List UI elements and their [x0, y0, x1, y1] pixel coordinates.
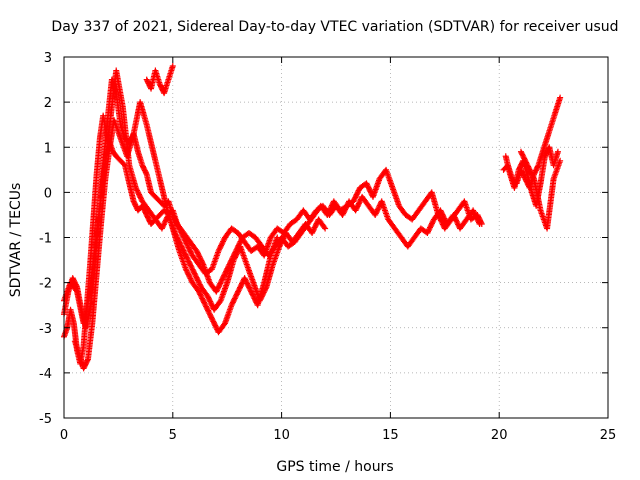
series-trace-8	[517, 148, 564, 232]
data-marks	[71, 99, 281, 372]
y-tick-label: 0	[44, 186, 52, 201]
x-tick-label: 0	[60, 428, 68, 443]
y-tick-label: -5	[39, 412, 52, 427]
y-tick-label: -4	[39, 367, 52, 382]
series-trace-4	[71, 99, 281, 372]
x-tick-label: 15	[382, 428, 399, 443]
x-tick-label: 10	[273, 428, 290, 443]
data-marks	[143, 63, 176, 97]
series-trace-5	[143, 63, 176, 97]
y-tick-label: -1	[39, 232, 52, 247]
x-tick-label: 25	[600, 428, 617, 443]
y-tick-label: -3	[39, 322, 52, 337]
y-tick-label: 3	[44, 51, 52, 66]
y-tick-label: 2	[44, 96, 52, 111]
y-tick-label: -2	[39, 277, 52, 292]
x-axis-label: GPS time / hours	[276, 459, 393, 475]
tick-labels: 0 5 10 15 20 25 -5 -4 -3 -2 -1 0 1 2 3	[39, 51, 616, 443]
chart-title: Day 337 of 2021, Sidereal Day-to-day VTE…	[51, 19, 618, 35]
axis-ticks	[63, 56, 609, 419]
y-tick-label: 1	[44, 141, 52, 156]
y-axis-label: SDTVAR / TECUs	[8, 183, 24, 298]
x-tick-label: 20	[491, 428, 508, 443]
x-tick-label: 5	[169, 428, 177, 443]
data-marks	[517, 148, 564, 232]
